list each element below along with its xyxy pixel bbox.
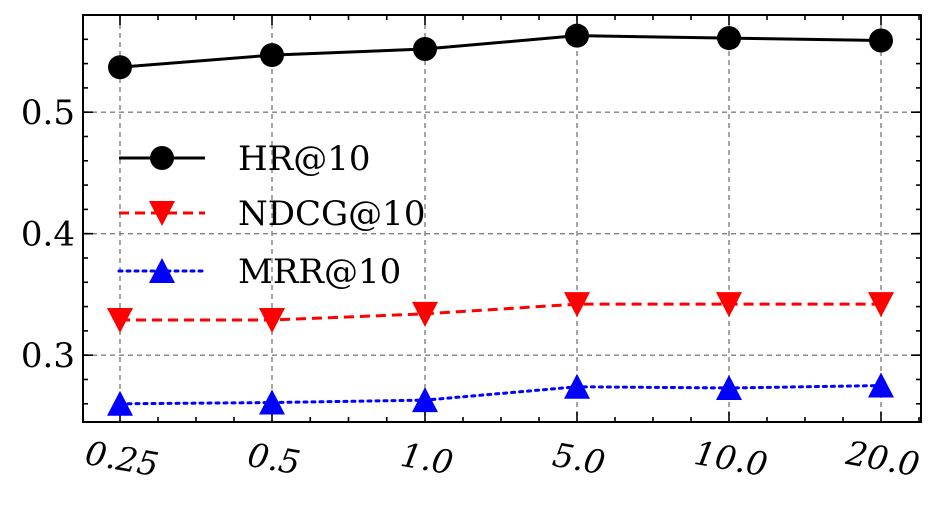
data-point [564,292,590,318]
data-point [107,390,133,416]
x-tick-labels: 0.25 0.5 1.0 5.0 10.0 20.0 [82,433,922,484]
data-point [717,26,741,51]
series-mrr-at-10 [107,372,894,416]
grid [83,15,921,422]
data-point [869,28,893,53]
series-line [118,384,883,406]
data-point [259,389,285,415]
data-point [260,43,284,68]
legend-marker [149,201,175,226]
x-tick-label: 1.0 [398,435,456,483]
y-tick-label: 0.4 [21,215,75,255]
data-point [564,373,590,399]
legend-marker [149,258,175,283]
major-ticks [83,15,921,422]
data-point [716,292,742,318]
data-point [107,307,133,333]
y-tick-labels: 0.3 0.4 0.5 [21,93,75,376]
x-tick-label: 0.5 [245,435,303,483]
data-point [413,37,437,62]
series-line [120,302,881,322]
series-hr-at-10 [108,23,893,80]
data-point [868,372,894,398]
data-point [108,55,132,80]
data-point [412,301,438,327]
data-point [565,23,589,48]
data-point [412,387,438,413]
legend: HR@10 NDCG@10 MRR@10 [117,139,425,292]
y-tick-label: 0.3 [21,336,75,376]
x-tick-label: 0.25 [82,433,161,484]
plot-frame [82,14,922,423]
data-point [868,292,894,318]
legend-marker [150,146,174,170]
x-tick-label: 10.0 [691,433,770,484]
legend-label: MRR@10 [238,252,401,292]
x-tick-label: 5.0 [550,435,608,483]
data-point [259,307,285,333]
series-group [107,23,894,416]
series-ndcg-at-10 [107,292,894,333]
legend-label: HR@10 [238,139,371,179]
x-tick-label: 20.0 [842,433,922,484]
legend-label: NDCG@10 [238,194,425,234]
y-tick-label: 0.5 [21,93,75,133]
series-line [119,34,882,69]
data-point [716,374,742,400]
minor-ticks [83,15,921,422]
